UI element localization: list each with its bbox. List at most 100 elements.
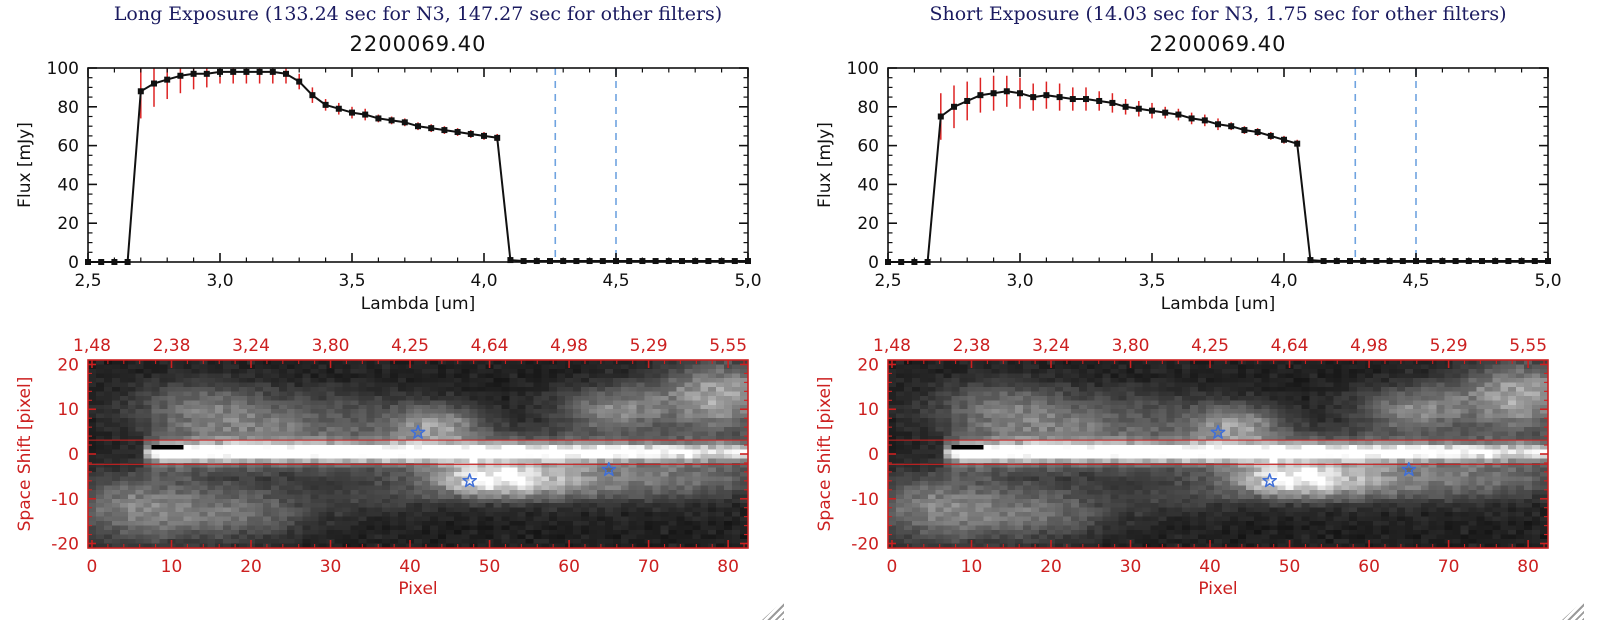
svg-text:80: 80	[1517, 557, 1539, 577]
svg-text:Lambda [um]: Lambda [um]	[1161, 294, 1275, 314]
svg-text:5,55: 5,55	[1509, 336, 1547, 356]
panel-long-exposure: 2,5 3,0 3,5 4,0 4,5 5,0 0 20 40 60 80 100 Lambda [um…	[15, 3, 784, 620]
svg-text:60: 60	[857, 137, 879, 157]
svg-text:5,0: 5,0	[1534, 271, 1561, 291]
svg-text:20: 20	[57, 355, 79, 375]
svg-text:2,5: 2,5	[874, 271, 901, 291]
dashed-reference-lines	[1354, 68, 1417, 262]
svg-text:0: 0	[68, 445, 79, 465]
svg-text:80: 80	[717, 557, 739, 577]
svg-text:40: 40	[857, 175, 879, 195]
error-bars	[940, 75, 1549, 262]
svg-text:10: 10	[961, 557, 983, 577]
error-bars	[140, 68, 749, 262]
aperture-lines	[888, 439, 1548, 465]
svg-text:30: 30	[1120, 557, 1142, 577]
svg-text:20: 20	[240, 557, 262, 577]
panel-short-exposure: 2,5 3,0 3,5 4,0 4,5 5,0 0 20 40 60 80 100 Lambda [um…	[800, 0, 1600, 630]
svg-text:Flux [mJy]: Flux [mJy]	[815, 122, 835, 208]
spectral-image-overlay: 0 1,48 10 2,38 20 3,24 30 3,80 40 4,25 50 4,64 60 4,9…	[815, 336, 1549, 599]
svg-text:3,5: 3,5	[1138, 271, 1165, 291]
spectrum-plot: 2,5 3,0 3,5 4,0 4,5 5,0 0 20 40 60 80 100 Lambda [um…	[815, 59, 1562, 314]
svg-text:0: 0	[868, 253, 879, 273]
panel-title: Long Exposure (133.24 sec for N3, 147.27…	[113, 3, 723, 25]
spectral-image-axes: 0 1,48 10 2,38 20 3,24 30 3,80 40 4,25 50 4,64 60 4,9…	[815, 336, 1549, 599]
svg-text:80: 80	[857, 98, 879, 118]
data-markers	[885, 88, 1551, 265]
svg-text:10: 10	[857, 400, 879, 420]
svg-text:70: 70	[638, 557, 660, 577]
svg-text:3,24: 3,24	[1032, 336, 1070, 356]
svg-text:80: 80	[57, 98, 79, 118]
svg-text:1,48: 1,48	[873, 336, 911, 356]
svg-text:-20: -20	[51, 535, 79, 555]
svg-text:-10: -10	[851, 490, 879, 510]
svg-text:4,64: 4,64	[471, 336, 509, 356]
svg-text:-20: -20	[851, 535, 879, 555]
svg-text:100: 100	[47, 59, 79, 79]
spectral-image-canvas	[888, 360, 1548, 548]
svg-text:40: 40	[399, 557, 421, 577]
svg-text:4,98: 4,98	[1350, 336, 1388, 356]
svg-text:5,29: 5,29	[630, 336, 668, 356]
svg-text:30: 30	[320, 557, 342, 577]
svg-text:10: 10	[57, 400, 79, 420]
svg-text:10: 10	[161, 557, 183, 577]
svg-text:4,98: 4,98	[550, 336, 588, 356]
svg-text:3,80: 3,80	[1112, 336, 1150, 356]
svg-text:4,0: 4,0	[470, 271, 497, 291]
svg-text:70: 70	[1438, 557, 1460, 577]
svg-text:0: 0	[887, 557, 898, 577]
svg-text:20: 20	[1040, 557, 1062, 577]
svg-text:3,0: 3,0	[206, 271, 233, 291]
star-markers	[1210, 424, 1417, 488]
spectrum-plot: 2,5 3,0 3,5 4,0 4,5 5,0 0 20 40 60 80 100 Lambda [um…	[15, 59, 762, 314]
svg-text:40: 40	[57, 175, 79, 195]
svg-text:4,5: 4,5	[602, 271, 629, 291]
svg-text:4,0: 4,0	[1270, 271, 1297, 291]
svg-text:Space Shift [pixel]: Space Shift [pixel]	[15, 377, 35, 532]
svg-text:-10: -10	[51, 490, 79, 510]
svg-text:4,64: 4,64	[1271, 336, 1309, 356]
spectral-image-axes: 0 1,48 10 2,38 20 3,24 30 3,80 40 4,25 50 4,64 60 4,9…	[15, 336, 749, 599]
svg-text:5,29: 5,29	[1430, 336, 1468, 356]
svg-text:50: 50	[1279, 557, 1301, 577]
svg-text:60: 60	[558, 557, 580, 577]
svg-text:0: 0	[87, 557, 98, 577]
svg-text:20: 20	[857, 214, 879, 234]
svg-text:50: 50	[479, 557, 501, 577]
svg-text:2,38: 2,38	[153, 336, 191, 356]
svg-text:2,5: 2,5	[74, 271, 101, 291]
svg-text:100: 100	[847, 59, 879, 79]
svg-text:5,55: 5,55	[709, 336, 747, 356]
svg-text:60: 60	[1358, 557, 1380, 577]
spectrum-axes: 2,5 3,0 3,5 4,0 4,5 5,0 0 20 40 60 80 100 Lambda [um…	[15, 59, 762, 314]
data-markers	[85, 68, 751, 265]
svg-text:2,38: 2,38	[953, 336, 991, 356]
svg-text:1,48: 1,48	[73, 336, 111, 356]
aperture-lines	[88, 439, 748, 465]
svg-text:Space Shift [pixel]: Space Shift [pixel]	[815, 377, 835, 532]
svg-text:5,0: 5,0	[734, 271, 761, 291]
object-id-title: 2200069.40	[1149, 32, 1287, 56]
spectral-image-overlay: 0 1,48 10 2,38 20 3,24 30 3,80 40 4,25 50 4,64 60 4,9…	[15, 336, 749, 599]
svg-text:3,80: 3,80	[312, 336, 350, 356]
svg-text:60: 60	[57, 137, 79, 157]
panel-title: Short Exposure (14.03 sec for N3, 1.75 s…	[929, 3, 1507, 25]
svg-text:Lambda [um]: Lambda [um]	[361, 294, 475, 314]
svg-text:Flux [mJy]: Flux [mJy]	[15, 122, 35, 208]
svg-text:Pixel: Pixel	[1198, 579, 1237, 599]
svg-text:3,24: 3,24	[232, 336, 270, 356]
svg-text:20: 20	[57, 214, 79, 234]
object-id-title: 2200069.40	[349, 32, 487, 56]
svg-text:40: 40	[1199, 557, 1221, 577]
svg-text:4,25: 4,25	[1191, 336, 1229, 356]
svg-text:3,0: 3,0	[1006, 271, 1033, 291]
star-markers	[410, 424, 617, 488]
spectral-image-canvas	[88, 360, 748, 548]
svg-text:0: 0	[868, 445, 879, 465]
svg-text:4,25: 4,25	[391, 336, 429, 356]
svg-text:20: 20	[857, 355, 879, 375]
